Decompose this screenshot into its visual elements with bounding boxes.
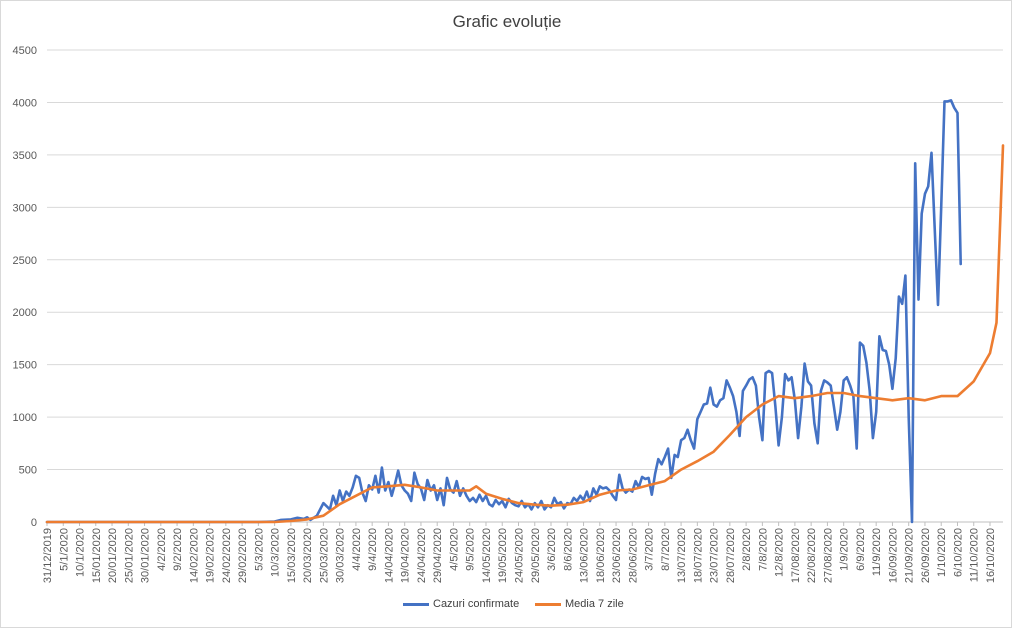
x-tick-label: 4/2/2020 bbox=[156, 528, 168, 571]
x-tick-label: 5/1/2020 bbox=[58, 528, 70, 571]
x-tick-label: 27/08/2020 bbox=[822, 528, 834, 583]
x-tick-label: 9/4/2020 bbox=[367, 528, 379, 571]
x-tick-label: 3/7/2020 bbox=[644, 528, 656, 571]
x-tick-label: 14/02/2020 bbox=[188, 528, 200, 583]
x-tick-label: 18/06/2020 bbox=[595, 528, 607, 583]
x-tick-label: 15/03/2020 bbox=[286, 528, 298, 583]
x-tick-label: 23/06/2020 bbox=[611, 528, 623, 583]
x-tick-label: 7/8/2020 bbox=[757, 528, 769, 571]
y-tick-label: 2000 bbox=[13, 307, 37, 319]
y-tick-label: 4000 bbox=[13, 97, 37, 109]
x-tick-label: 24/05/2020 bbox=[513, 528, 525, 583]
x-tick-label: 14/04/2020 bbox=[383, 528, 395, 583]
legend-label-cazuri: Cazuri confirmate bbox=[433, 598, 520, 610]
legend-item-media[interactable]: Media 7 zile bbox=[535, 598, 624, 610]
x-tick-label: 25/01/2020 bbox=[123, 528, 135, 583]
x-tick-label: 9/2/2020 bbox=[172, 528, 184, 571]
x-tick-label: 3/6/2020 bbox=[546, 528, 558, 571]
x-tick-label: 11/10/2020 bbox=[969, 528, 981, 582]
legend-label-media: Media 7 zile bbox=[565, 598, 624, 610]
y-tick-label: 0 bbox=[31, 517, 37, 529]
x-tick-label: 19/04/2020 bbox=[400, 528, 412, 583]
x-tick-label: 26/09/2020 bbox=[920, 528, 932, 583]
y-tick-label: 3500 bbox=[13, 150, 37, 162]
y-tick-label: 500 bbox=[19, 465, 37, 477]
x-tick-label: 8/7/2020 bbox=[660, 528, 672, 571]
x-tick-label: 5/3/2020 bbox=[253, 528, 265, 571]
x-tick-label: 10/3/2020 bbox=[270, 528, 282, 577]
legend-item-cazuri[interactable]: Cazuri confirmate bbox=[403, 598, 519, 610]
x-tick-label: 6/9/2020 bbox=[855, 528, 867, 571]
x-tick-label: 4/5/2020 bbox=[448, 528, 460, 571]
x-tick-label: 9/5/2020 bbox=[465, 528, 477, 571]
y-tick-label: 1000 bbox=[13, 412, 37, 424]
x-tick-label: 10/1/2020 bbox=[75, 528, 87, 577]
x-tick-label: 24/02/2020 bbox=[221, 528, 233, 583]
x-tick-label: 29/04/2020 bbox=[432, 528, 444, 583]
x-tick-label: 13/06/2020 bbox=[579, 528, 591, 583]
series-line-media-7-zile bbox=[45, 144, 1005, 524]
x-tick-label: 23/07/2020 bbox=[709, 528, 721, 583]
x-tick-label: 20/03/2020 bbox=[302, 528, 314, 583]
x-tick-label: 11/9/2020 bbox=[871, 528, 883, 576]
x-tick-label: 25/03/2020 bbox=[318, 528, 330, 583]
x-tick-label: 4/4/2020 bbox=[351, 528, 363, 571]
x-tick-label: 18/07/2020 bbox=[692, 528, 704, 583]
chart-title: Grafic evoluție bbox=[452, 12, 562, 31]
x-tick-label: 16/10/2020 bbox=[985, 528, 997, 583]
x-tick-label: 6/10/2020 bbox=[952, 528, 964, 577]
x-tick-label: 28/06/2020 bbox=[627, 528, 639, 583]
x-tick-label: 19/02/2020 bbox=[205, 528, 217, 583]
chart-legend: Cazuri confirmate Media 7 zile bbox=[0, 598, 1014, 616]
x-tick-label: 13/07/2020 bbox=[676, 528, 688, 583]
x-tick-label: 28/07/2020 bbox=[725, 528, 737, 583]
x-tick-label: 16/09/2020 bbox=[887, 528, 899, 583]
y-tick-label: 3000 bbox=[13, 202, 37, 214]
x-tick-label: 15/01/2020 bbox=[91, 528, 103, 583]
x-tick-label: 24/04/2020 bbox=[416, 528, 428, 583]
x-tick-label: 30/01/2020 bbox=[140, 528, 152, 583]
x-tick-label: 12/8/2020 bbox=[774, 528, 786, 577]
x-tick-label: 8/6/2020 bbox=[562, 528, 574, 571]
series-line-cazuri-confirmate bbox=[45, 99, 962, 524]
x-tick-label: 14/05/2020 bbox=[481, 528, 493, 583]
x-tick-label: 29/05/2020 bbox=[530, 528, 542, 583]
x-tick-label: 1/10/2020 bbox=[936, 528, 948, 577]
x-tick-label: 21/09/2020 bbox=[904, 528, 916, 583]
x-tick-label: 2/8/2020 bbox=[741, 528, 753, 571]
x-tick-label: 22/08/2020 bbox=[806, 528, 818, 583]
x-tick-label: 29/02/2020 bbox=[237, 528, 249, 583]
x-tick-label: 17/08/2020 bbox=[790, 528, 802, 583]
x-tick-label: 30/03/2020 bbox=[335, 528, 347, 583]
x-tick-label: 20/01/2020 bbox=[107, 528, 119, 583]
x-tick-label: 31/12/2019 bbox=[42, 528, 54, 583]
x-tick-label: 19/05/2020 bbox=[497, 528, 509, 583]
legend-swatch-orange bbox=[535, 602, 561, 606]
y-tick-label: 1500 bbox=[13, 360, 37, 372]
legend-swatch-blue bbox=[403, 602, 429, 606]
y-tick-label: 2500 bbox=[13, 255, 37, 267]
y-tick-label: 4500 bbox=[13, 45, 37, 57]
x-tick-label: 1/9/2020 bbox=[839, 528, 851, 571]
